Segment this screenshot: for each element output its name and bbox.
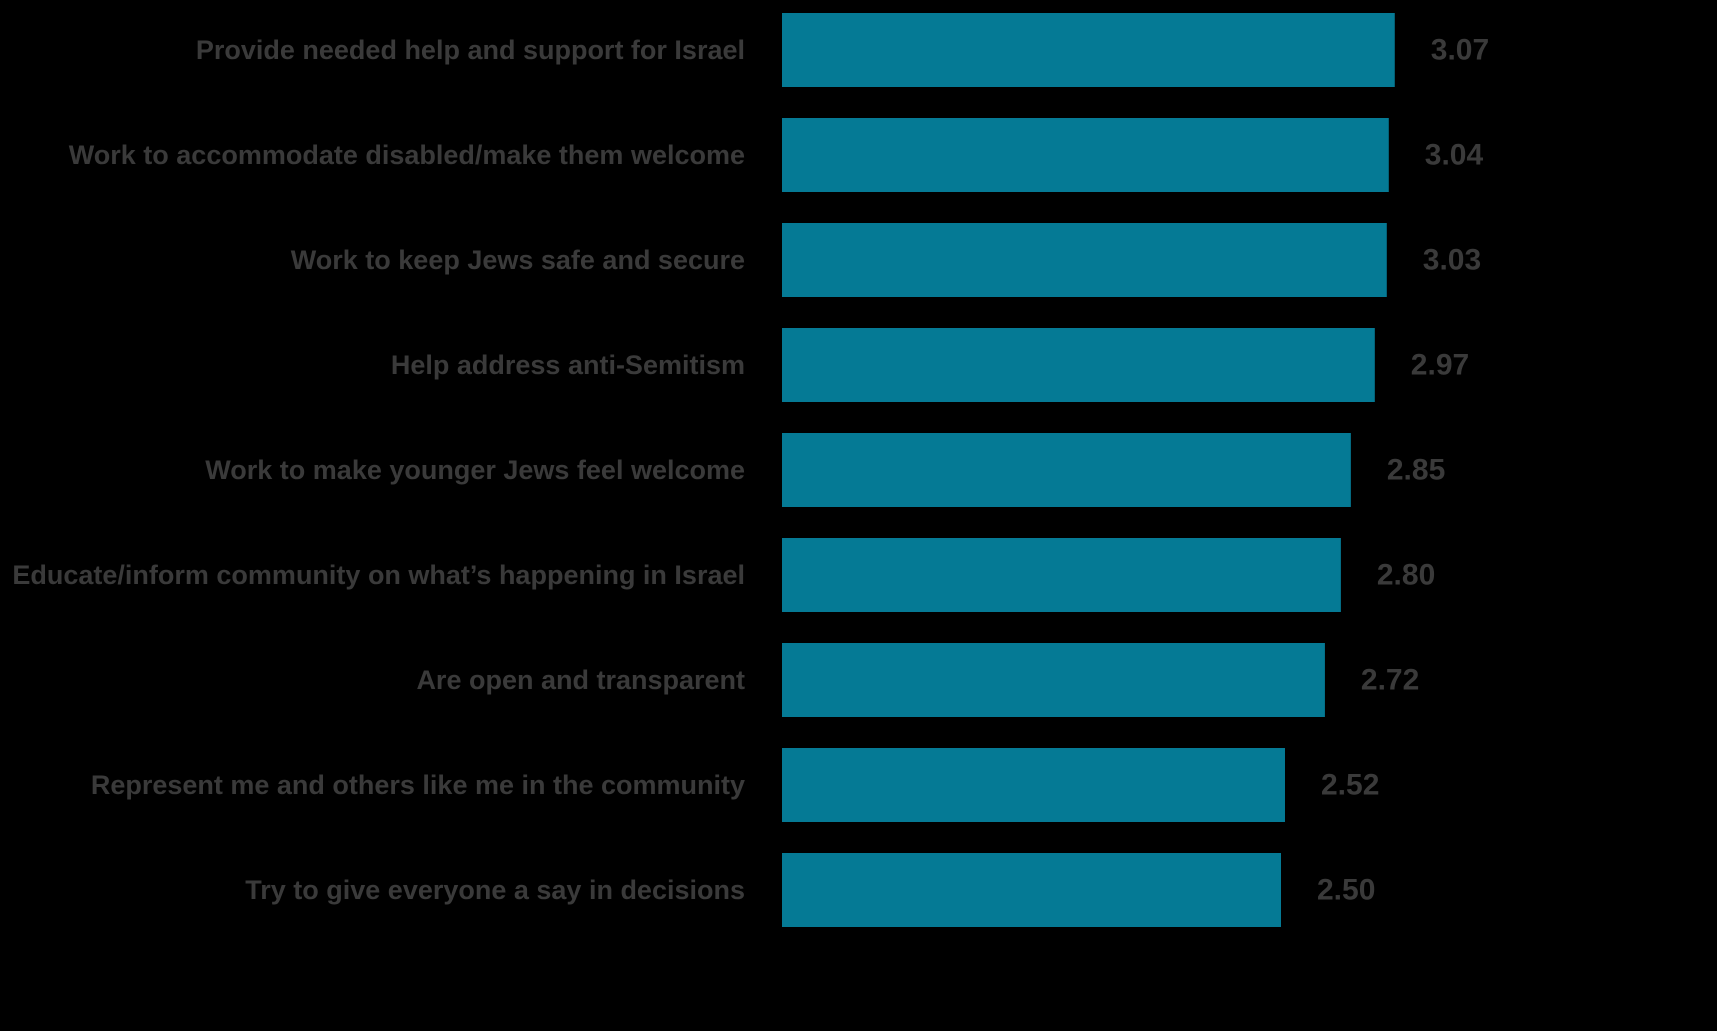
value-label: 2.97 bbox=[1411, 349, 1469, 382]
bar bbox=[782, 853, 1281, 927]
category-labels-group: Provide needed help and support for Isra… bbox=[12, 35, 745, 905]
value-label: 2.72 bbox=[1361, 664, 1419, 697]
value-label: 2.50 bbox=[1317, 874, 1375, 907]
value-label: 3.07 bbox=[1431, 34, 1489, 67]
bar bbox=[782, 643, 1325, 717]
bar bbox=[782, 13, 1395, 87]
category-label: Help address anti-Semitism bbox=[391, 350, 745, 380]
category-label: Try to give everyone a say in decisions bbox=[245, 875, 745, 905]
value-label: 2.52 bbox=[1321, 769, 1379, 802]
category-label: Educate/inform community on what’s happe… bbox=[12, 560, 745, 590]
value-label: 2.85 bbox=[1387, 454, 1445, 487]
category-label: Work to accommodate disabled/make them w… bbox=[69, 140, 745, 170]
value-label: 3.04 bbox=[1425, 139, 1484, 172]
bar bbox=[782, 223, 1387, 297]
category-label: Represent me and others like me in the c… bbox=[91, 770, 745, 800]
bar bbox=[782, 748, 1285, 822]
category-label: Are open and transparent bbox=[416, 665, 745, 695]
category-label: Work to make younger Jews feel welcome bbox=[205, 455, 745, 485]
value-labels-group: 3.07 3.04 3.03 2.97 2.85 2.80 2.72 2.52 2.50 bbox=[1317, 34, 1489, 907]
value-label: 3.03 bbox=[1423, 244, 1481, 277]
bar bbox=[782, 118, 1389, 192]
bar bbox=[782, 328, 1375, 402]
category-label: Work to keep Jews safe and secure bbox=[291, 245, 745, 275]
bar bbox=[782, 433, 1351, 507]
bar bbox=[782, 538, 1341, 612]
category-label: Provide needed help and support for Isra… bbox=[196, 35, 745, 65]
bars-group bbox=[782, 13, 1395, 927]
value-label: 2.80 bbox=[1377, 559, 1435, 592]
